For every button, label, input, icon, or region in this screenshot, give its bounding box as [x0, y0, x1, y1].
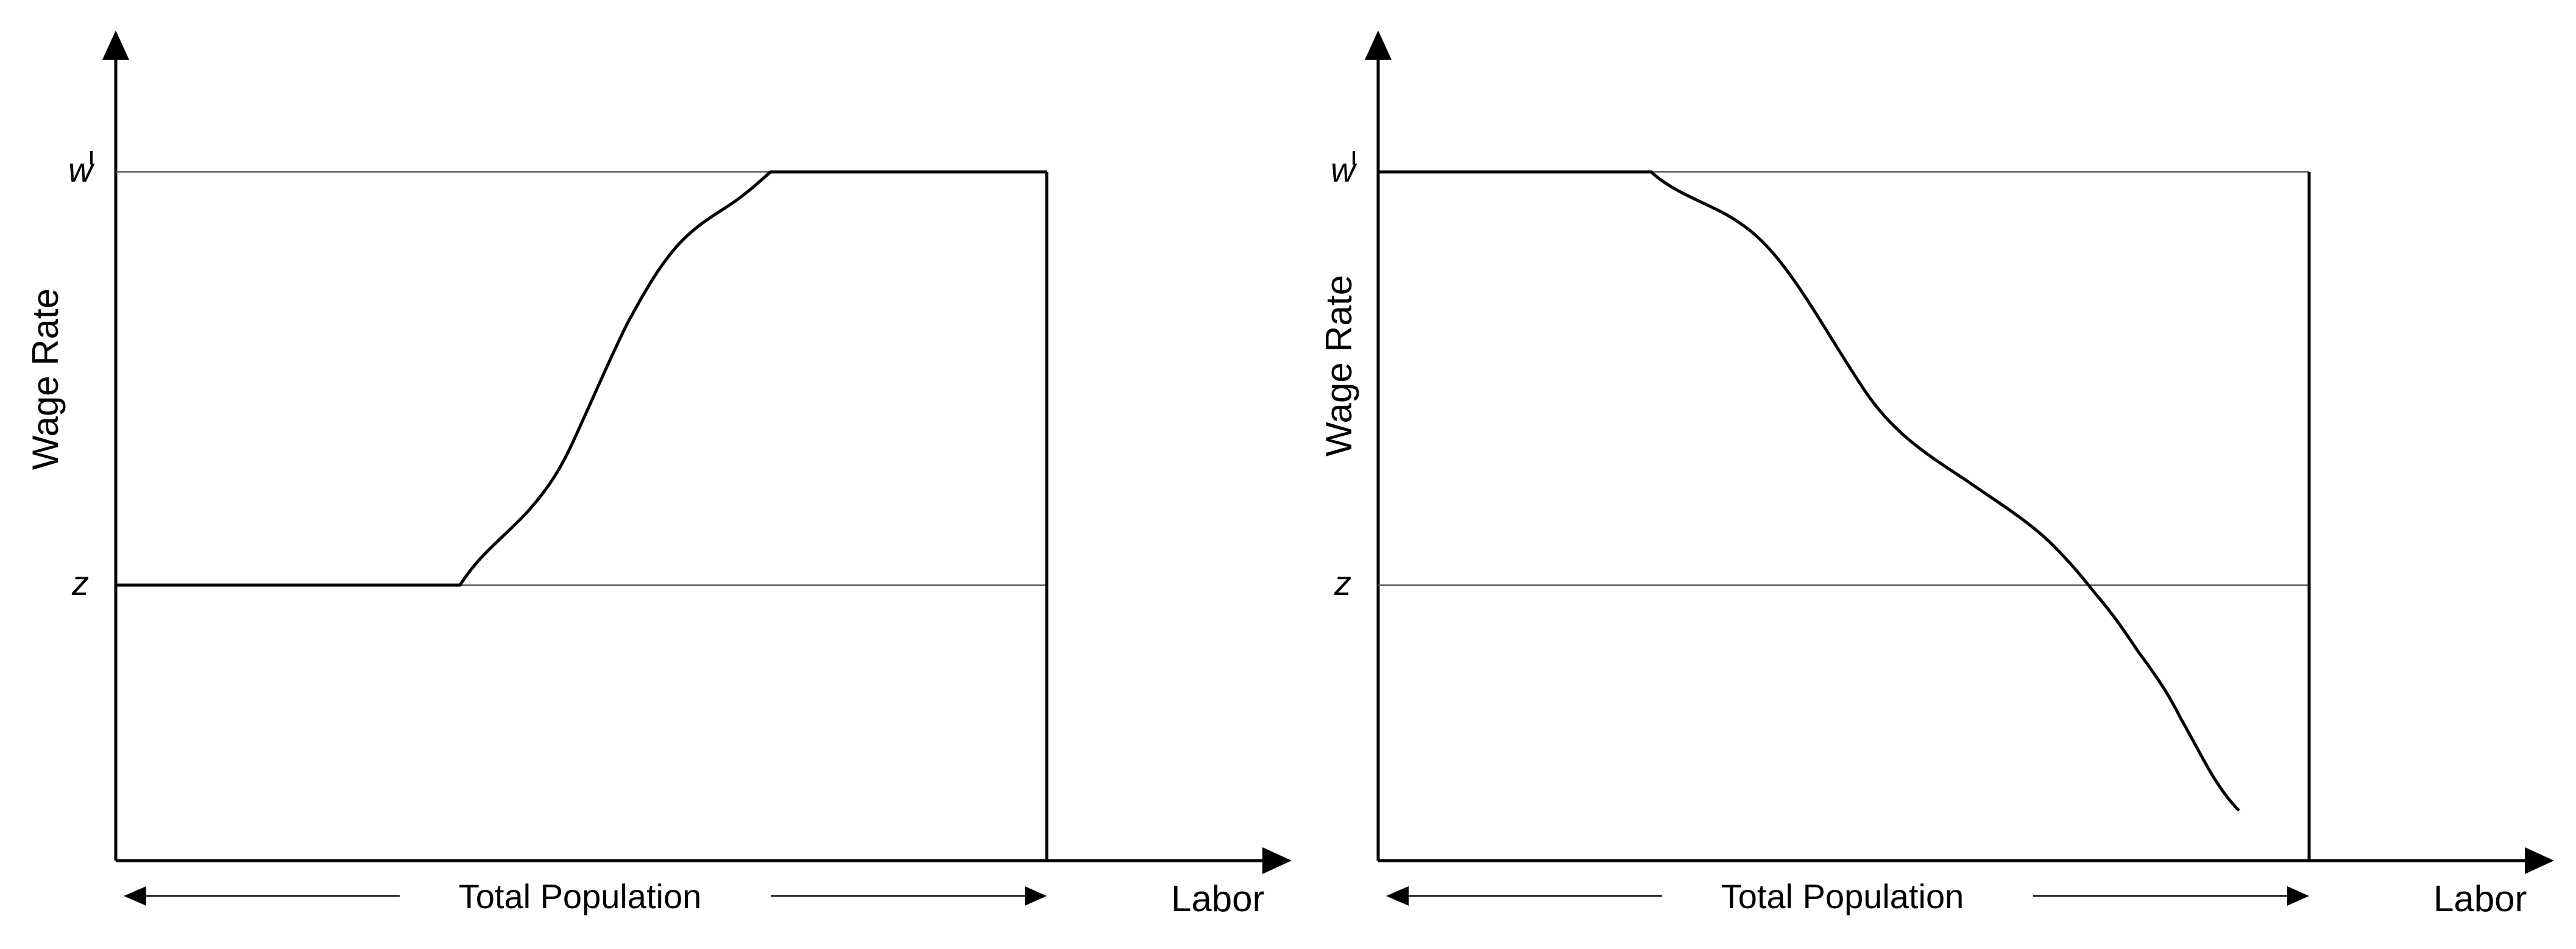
- right-y-axis-title: Wage Rate: [1318, 275, 1359, 457]
- left-y-axis-title: Wage Rate: [25, 288, 66, 470]
- right-diagram: w z Wage Rate Labor Total Population: [1318, 30, 2554, 919]
- right-population-arrowhead-left: [1386, 886, 1409, 906]
- left-y-axis-arrowhead: [102, 30, 129, 60]
- left-population-label: Total Population: [459, 877, 702, 915]
- right-population-arrowhead-right: [2287, 886, 2309, 906]
- left-population-arrowhead-left: [124, 886, 146, 906]
- left-z-label: z: [71, 564, 89, 602]
- right-x-axis-arrowhead: [2525, 847, 2554, 874]
- right-wage-curve: [1378, 170, 2240, 812]
- left-wage-curve: [116, 170, 1047, 587]
- left-x-axis-arrowhead: [1262, 847, 1292, 874]
- left-diagram: w z Wage Rate Labor Total Population: [25, 30, 1292, 919]
- left-x-axis-title: Labor: [1171, 878, 1264, 919]
- right-z-label: z: [1334, 564, 1351, 602]
- right-population-label: Total Population: [1721, 877, 1964, 915]
- right-y-axis-arrowhead: [1365, 30, 1392, 60]
- right-x-axis-title: Labor: [2433, 878, 2527, 919]
- left-population-arrowhead-right: [1025, 886, 1047, 906]
